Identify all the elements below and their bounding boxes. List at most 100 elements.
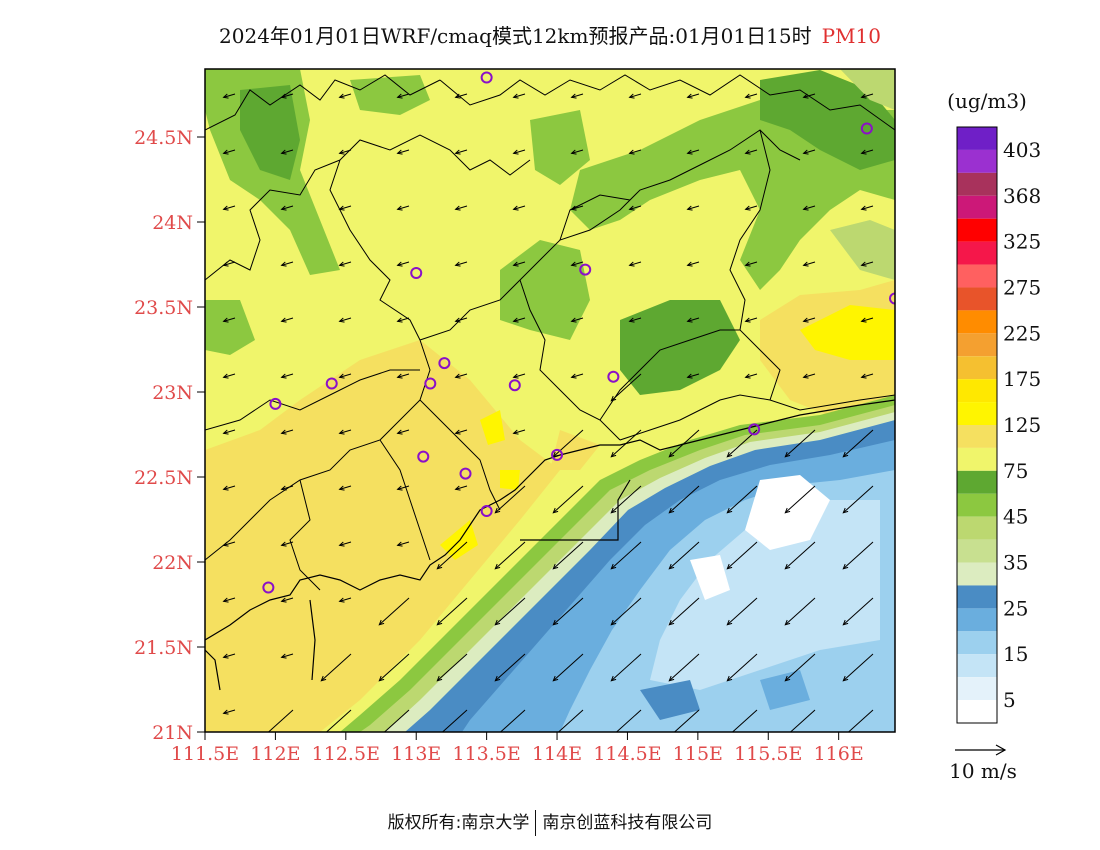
- y-tick-label: 22.5N: [134, 467, 193, 489]
- wind-arrow-head: [628, 317, 635, 323]
- wind-arrow: [745, 93, 758, 98]
- wind-arrow: [847, 709, 874, 732]
- legend-swatch: [957, 516, 997, 540]
- wind-arrow-head: [860, 149, 867, 155]
- station-marker: [459, 467, 472, 480]
- wind-arrow: [610, 541, 642, 570]
- legend-label: 15: [1003, 642, 1028, 666]
- wind-arrow-head: [668, 675, 675, 682]
- wind-arrow-head: [726, 675, 733, 682]
- wind-arrow-head: [338, 261, 345, 267]
- wind-arrow-head: [280, 261, 287, 267]
- legend-label: 125: [1003, 413, 1041, 437]
- station-marker: [480, 71, 493, 84]
- sea-patch-b: [760, 670, 810, 710]
- footer-company: 南京创蓝科技有限公司: [542, 813, 713, 833]
- station-marker: [860, 122, 873, 135]
- wind-arrow: [726, 485, 758, 514]
- wind-arrow-head: [280, 93, 287, 99]
- wind-arrow: [436, 541, 468, 570]
- wind-arrow: [784, 541, 816, 570]
- wind-arrow: [803, 317, 816, 322]
- y-tick-label: 23.5N: [134, 297, 193, 319]
- coastline: [205, 399, 895, 691]
- wind-arrow: [281, 93, 294, 98]
- wind-arrow: [861, 205, 874, 210]
- wind-arrow: [281, 317, 294, 322]
- wind-arrow: [842, 429, 874, 458]
- wind-arrow-head: [686, 261, 693, 267]
- wind-arrow: [281, 373, 294, 378]
- wind-arrow: [499, 709, 526, 732]
- wind-arrow-head: [668, 451, 675, 458]
- wind-scale-arrow: [955, 744, 1007, 756]
- wind-arrow-head: [512, 373, 519, 379]
- wind-arrow: [726, 653, 758, 682]
- wind-arrow: [571, 261, 584, 266]
- legend-swatch: [957, 172, 997, 196]
- wind-arrow: [726, 597, 758, 626]
- patch-125-c: [500, 470, 520, 490]
- legend-label: 35: [1003, 551, 1028, 575]
- wind-arrow-head: [860, 93, 867, 99]
- wind-arrow: [339, 373, 352, 378]
- wind-arrow-head: [280, 653, 287, 659]
- wind-arrow: [397, 541, 410, 546]
- wind-arrow-head: [338, 317, 345, 323]
- wind-arrow: [571, 373, 584, 378]
- wind-arrow-head: [784, 619, 791, 626]
- wind-arrow-head: [726, 507, 733, 514]
- wind-arrow-head: [744, 261, 751, 267]
- wind-arrow-head: [728, 731, 729, 732]
- wind-arrow-head: [570, 373, 577, 379]
- wind-arrow-head: [842, 563, 849, 570]
- green-n2: [530, 110, 590, 185]
- wind-arrow-head: [396, 541, 403, 547]
- wind-arrow: [789, 709, 816, 732]
- legend-swatch: [957, 241, 997, 265]
- wind-arrow-head: [668, 619, 675, 626]
- wind-arrow: [339, 93, 352, 98]
- wind-arrow: [378, 653, 410, 682]
- y-tick-label: 21.5N: [134, 637, 193, 659]
- legend-swatch: [957, 425, 997, 448]
- wind-arrow: [223, 93, 236, 98]
- title-main: 2024年01月01日WRF/cmaq模式12km预报产品:01月01日15时: [219, 24, 812, 48]
- wind-arrow-head: [686, 149, 693, 155]
- wind-arrow: [687, 261, 700, 266]
- station-marker: [607, 370, 620, 383]
- wind-arrow-head: [396, 373, 403, 379]
- wind-arrow: [397, 373, 410, 378]
- station-marker: [480, 505, 493, 517]
- wind-arrow: [223, 485, 236, 490]
- wind-arrow-head: [686, 317, 693, 323]
- legend-swatch: [957, 264, 997, 288]
- wind-arrow: [610, 373, 642, 402]
- legend-label: 5: [1003, 688, 1016, 712]
- x-tick-label: 114E: [532, 743, 582, 765]
- legend-label: 368: [1003, 184, 1041, 208]
- wind-arrow: [267, 709, 294, 732]
- wind-arrow-head: [396, 317, 403, 323]
- wind-arrow: [803, 373, 816, 378]
- wind-arrow-head: [844, 731, 845, 732]
- green-e-light: [830, 220, 895, 280]
- wind-arrow-head: [610, 619, 617, 626]
- wind-arrow-head: [784, 563, 791, 570]
- legend-swatch: [957, 149, 997, 173]
- wind-arrow: [861, 149, 874, 154]
- legend-labels: 403 368 325 275 225 175 125 75 45 35 25 15 5: [1003, 138, 1041, 712]
- wind-arrow: [339, 317, 352, 322]
- wind-arrow: [397, 429, 410, 434]
- station-marker: [438, 357, 451, 370]
- wind-arrow-head: [454, 485, 461, 491]
- wind-arrow-head: [786, 731, 787, 732]
- legend-swatch: [957, 631, 997, 655]
- wind-arrow: [455, 429, 468, 434]
- wind-arrow: [397, 485, 410, 490]
- wind-vectors: [222, 93, 874, 732]
- wind-arrow: [339, 429, 352, 434]
- wind-arrow: [687, 205, 700, 210]
- legend-swatch: [957, 402, 997, 425]
- wind-arrow-head: [496, 731, 497, 732]
